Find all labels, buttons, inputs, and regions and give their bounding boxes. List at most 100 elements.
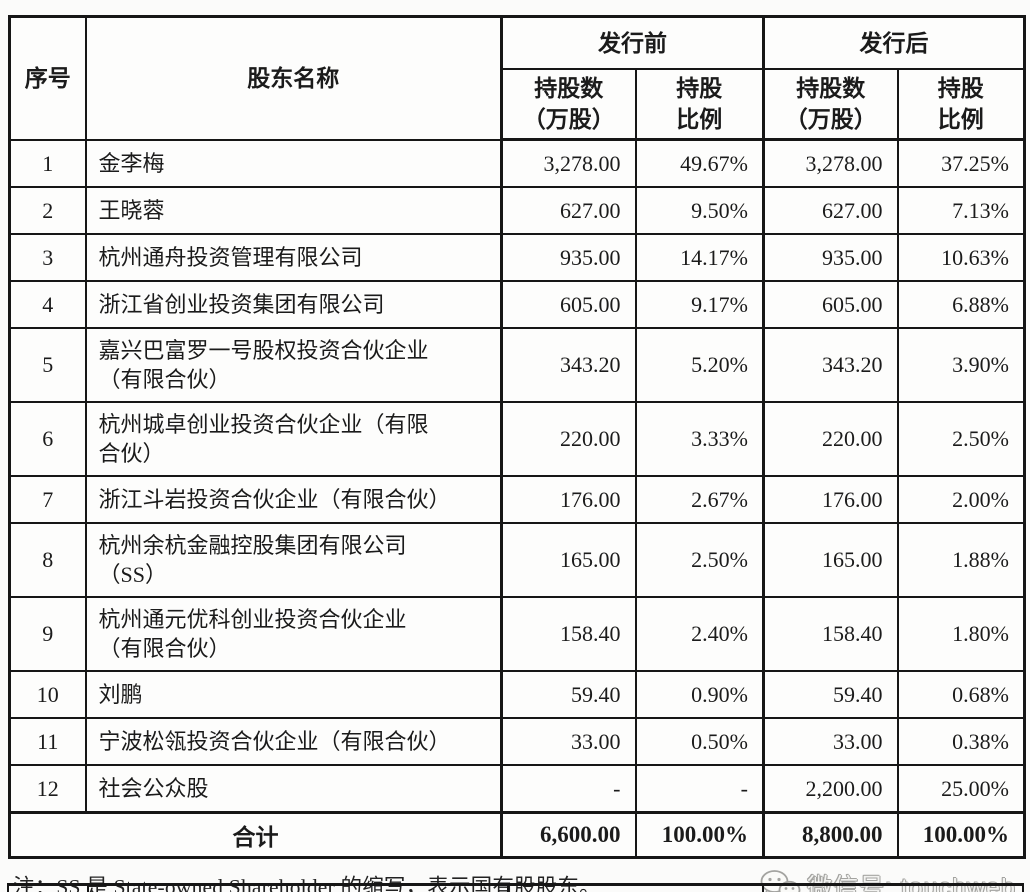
shareholder-table-body: 1 金李梅 3,278.00 49.67% 3,278.00 37.25% 2 … xyxy=(8,138,1026,813)
pre-issue-ratio: 5.20% xyxy=(634,326,765,403)
watermark-label: 微信号: touchweb xyxy=(807,873,1016,892)
total-row: 合计 6,600.00 100.00% 8,800.00 100.00% xyxy=(8,810,1026,858)
post-issue-ratio: 2.00% xyxy=(896,474,1026,524)
post-issue-ratio: 0.68% xyxy=(896,669,1026,719)
header-after-issue-group: 发行后 xyxy=(762,15,1026,70)
post-issue-shares: 176.00 xyxy=(762,474,899,524)
post-issue-shares: 935.00 xyxy=(762,232,899,282)
row-index: 11 xyxy=(8,716,87,766)
shareholder-table: 序号 股东名称 发行前 发行后 持股数 （万股） 持股 比例 持股数 （万股） … xyxy=(8,15,1026,859)
row-index: 2 xyxy=(8,185,87,235)
shareholder-name: 刘鹏 xyxy=(84,669,503,719)
post-issue-shares: 2,200.00 xyxy=(762,763,899,813)
shareholder-name: 浙江省创业投资集团有限公司 xyxy=(84,279,503,329)
header-index: 序号 xyxy=(8,15,87,141)
shareholder-row: 5 嘉兴巴富罗一号股权投资合伙企业 （有限合伙） 343.20 5.20% 34… xyxy=(8,326,1026,403)
table-footer: 合计 6,600.00 100.00% 8,800.00 100.00% xyxy=(8,810,1026,858)
post-issue-ratio: 1.80% xyxy=(896,595,1026,672)
row-index: 10 xyxy=(8,669,87,719)
post-issue-shares: 220.00 xyxy=(762,400,899,477)
pre-issue-shares: 627.00 xyxy=(500,185,637,235)
pre-issue-shares: 220.00 xyxy=(500,400,637,477)
shareholder-row: 3 杭州通舟投资管理有限公司 935.00 14.17% 935.00 10.6… xyxy=(8,232,1026,282)
shareholder-name: 嘉兴巴富罗一号股权投资合伙企业 （有限合伙） xyxy=(84,326,503,403)
pre-issue-shares: 165.00 xyxy=(500,521,637,598)
pre-issue-shares: 158.40 xyxy=(500,595,637,672)
header-shareholder-name: 股东名称 xyxy=(84,15,503,141)
post-issue-shares: 165.00 xyxy=(762,521,899,598)
row-index: 12 xyxy=(8,763,87,813)
post-issue-ratio: 10.63% xyxy=(896,232,1026,282)
shareholder-name: 杭州城卓创业投资合伙企业（有限 合伙） xyxy=(84,400,503,477)
header-before-shares: 持股数 （万股） xyxy=(500,68,637,141)
pre-issue-ratio: 9.17% xyxy=(634,279,765,329)
shareholder-row: 1 金李梅 3,278.00 49.67% 3,278.00 37.25% xyxy=(8,138,1026,188)
row-index: 5 xyxy=(8,326,87,403)
post-issue-ratio: 0.38% xyxy=(896,716,1026,766)
pre-issue-ratio: 2.50% xyxy=(634,521,765,598)
shareholder-row: 6 杭州城卓创业投资合伙企业（有限 合伙） 220.00 3.33% 220.0… xyxy=(8,400,1026,477)
pre-issue-ratio: 2.40% xyxy=(634,595,765,672)
pre-issue-ratio: 14.17% xyxy=(634,232,765,282)
shareholder-name: 浙江斗岩投资合伙企业（有限合伙） xyxy=(84,474,503,524)
post-issue-shares: 33.00 xyxy=(762,716,899,766)
pre-issue-ratio: 9.50% xyxy=(634,185,765,235)
pre-issue-shares: 605.00 xyxy=(500,279,637,329)
shareholder-row: 4 浙江省创业投资集团有限公司 605.00 9.17% 605.00 6.88… xyxy=(8,279,1026,329)
pre-issue-shares: 935.00 xyxy=(500,232,637,282)
post-issue-ratio: 3.90% xyxy=(896,326,1026,403)
pre-issue-shares: 176.00 xyxy=(500,474,637,524)
header-before-ratio: 持股 比例 xyxy=(634,68,765,141)
next-table-top-edge xyxy=(7,883,1024,892)
post-issue-ratio: 2.50% xyxy=(896,400,1026,477)
shareholder-name: 社会公众股 xyxy=(84,763,503,813)
table-header: 序号 股东名称 发行前 发行后 持股数 （万股） 持股 比例 持股数 （万股） … xyxy=(8,15,1026,141)
post-issue-ratio: 37.25% xyxy=(896,138,1026,188)
total-post-ratio: 100.00% xyxy=(896,810,1026,858)
total-pre-ratio: 100.00% xyxy=(634,810,765,858)
total-post-shares: 8,800.00 xyxy=(762,810,899,858)
post-issue-ratio: 25.00% xyxy=(896,763,1026,813)
post-issue-shares: 59.40 xyxy=(762,669,899,719)
shareholder-row: 12 社会公众股 - - 2,200.00 25.00% xyxy=(8,763,1026,813)
header-after-ratio: 持股 比例 xyxy=(896,68,1026,141)
post-issue-ratio: 1.88% xyxy=(896,521,1026,598)
pre-issue-ratio: - xyxy=(634,763,765,813)
post-issue-shares: 158.40 xyxy=(762,595,899,672)
shareholder-row: 9 杭州通元优科创业投资合伙企业 （有限合伙） 158.40 2.40% 158… xyxy=(8,595,1026,672)
pre-issue-shares: 33.00 xyxy=(500,716,637,766)
shareholder-name: 宁波松瓴投资合伙企业（有限合伙） xyxy=(84,716,503,766)
pre-issue-ratio: 2.67% xyxy=(634,474,765,524)
shareholder-row: 2 王晓蓉 627.00 9.50% 627.00 7.13% xyxy=(8,185,1026,235)
row-index: 9 xyxy=(8,595,87,672)
total-label: 合计 xyxy=(8,810,503,858)
pre-issue-ratio: 49.67% xyxy=(634,138,765,188)
post-issue-shares: 343.20 xyxy=(762,326,899,403)
shareholder-name: 杭州通舟投资管理有限公司 xyxy=(84,232,503,282)
row-index: 6 xyxy=(8,400,87,477)
pre-issue-ratio: 3.33% xyxy=(634,400,765,477)
pre-issue-shares: 343.20 xyxy=(500,326,637,403)
shareholder-row: 10 刘鹏 59.40 0.90% 59.40 0.68% xyxy=(8,669,1026,719)
shareholder-row: 8 杭州余杭金融控股集团有限公司 （SS） 165.00 2.50% 165.0… xyxy=(8,521,1026,598)
row-index: 8 xyxy=(8,521,87,598)
total-pre-shares: 6,600.00 xyxy=(500,810,637,858)
shareholder-row: 7 浙江斗岩投资合伙企业（有限合伙） 176.00 2.67% 176.00 2… xyxy=(8,474,1026,524)
row-index: 4 xyxy=(8,279,87,329)
row-index: 7 xyxy=(8,474,87,524)
post-issue-shares: 627.00 xyxy=(762,185,899,235)
header-before-issue-group: 发行前 xyxy=(500,15,765,70)
shareholder-name: 杭州余杭金融控股集团有限公司 （SS） xyxy=(84,521,503,598)
pre-issue-ratio: 0.90% xyxy=(634,669,765,719)
header-after-shares: 持股数 （万股） xyxy=(762,68,899,141)
post-issue-ratio: 7.13% xyxy=(896,185,1026,235)
pre-issue-ratio: 0.50% xyxy=(634,716,765,766)
post-issue-shares: 3,278.00 xyxy=(762,138,899,188)
pre-issue-shares: 3,278.00 xyxy=(500,138,637,188)
post-issue-ratio: 6.88% xyxy=(896,279,1026,329)
shareholder-name: 王晓蓉 xyxy=(84,185,503,235)
post-issue-shares: 605.00 xyxy=(762,279,899,329)
pre-issue-shares: - xyxy=(500,763,637,813)
shareholder-name: 杭州通元优科创业投资合伙企业 （有限合伙） xyxy=(84,595,503,672)
